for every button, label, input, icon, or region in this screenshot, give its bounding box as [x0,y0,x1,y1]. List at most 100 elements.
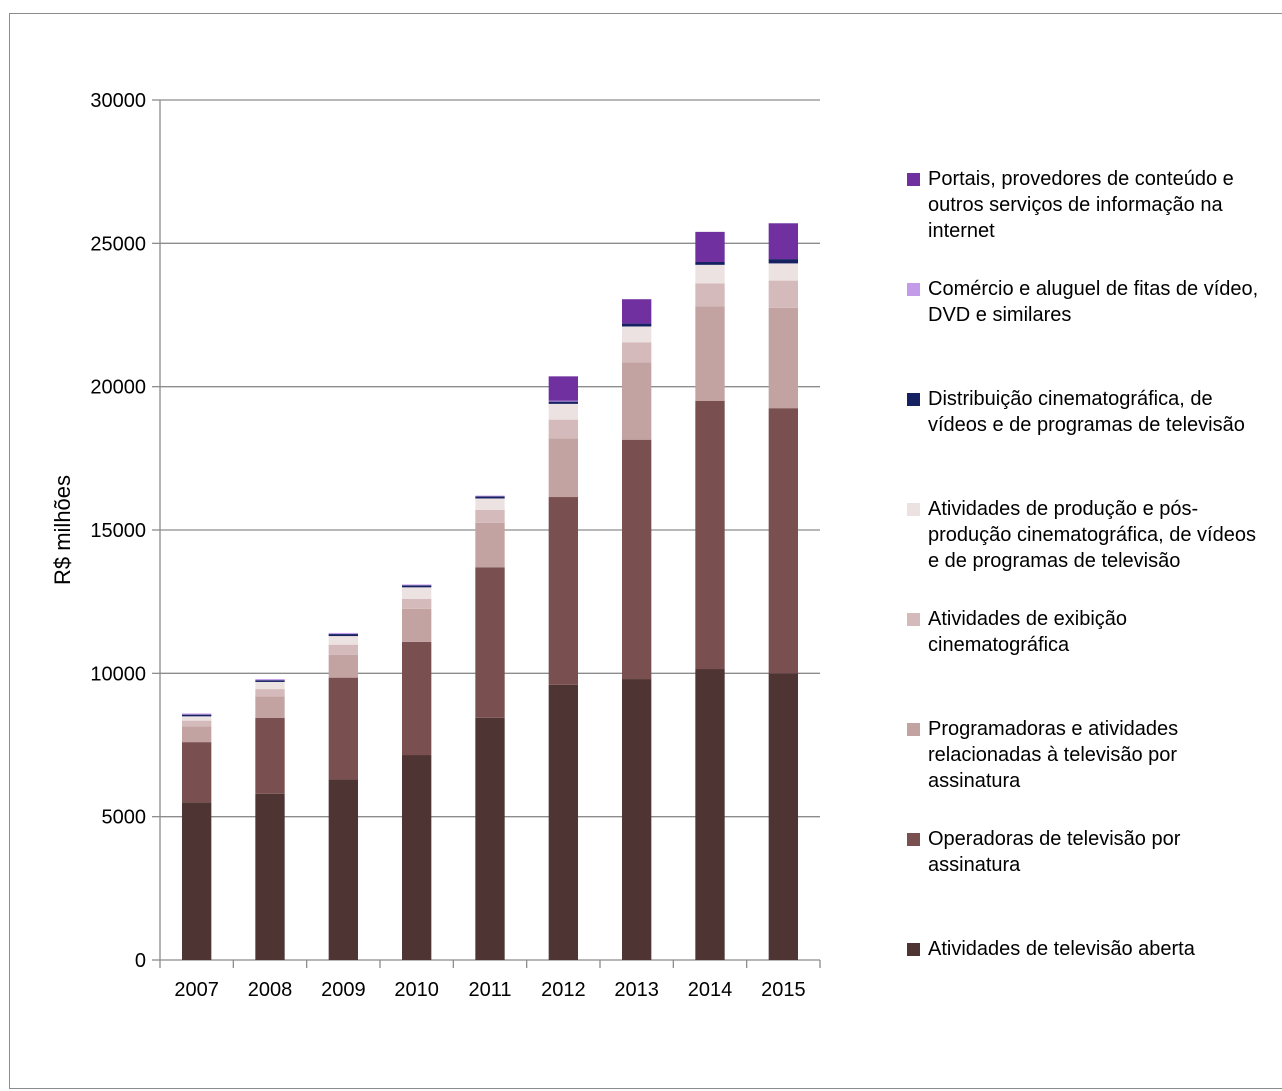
bar-segment [695,264,725,284]
legend-label: Distribuição cinematográfica, de [928,388,1213,410]
bar-segment [622,326,652,343]
bar-segment [695,283,725,307]
legend-label: Atividades de exibição [928,608,1127,630]
bar-segment [182,713,212,715]
bar-segment [548,684,578,960]
bar-segment [548,419,578,439]
bar-segment [328,636,358,645]
legend-swatch [907,503,920,516]
chart-frame [9,13,1282,1089]
bar-segment [768,259,798,264]
bar-segment [695,261,725,265]
y-axis-label: R$ milhões [50,475,75,585]
bar-segment [475,522,505,568]
legend-item: Distribuição cinematográfica, de vídeos e… [907,388,1245,436]
legend-swatch [907,833,920,846]
bar-segment [475,495,505,497]
bar-segment [182,802,212,960]
bar-segment [622,679,652,960]
legend-label: assinatura [928,770,1021,792]
legend-label: outros serviços de informação na [928,194,1223,216]
x-tick-label: 2011 [468,979,511,1001]
legend-swatch [907,393,920,406]
bar-segment [622,299,652,324]
y-tick-label: 5000 [102,807,147,829]
y-tick-label: 0 [135,950,146,972]
bar-segment [328,677,358,780]
x-tick-label: 2007 [174,979,219,1001]
legend-label: e de programas de televisão [928,550,1180,572]
bar-segment [182,720,212,727]
y-tick-label: 30000 [90,90,146,112]
x-tick-label: 2015 [761,979,806,1001]
legend-item: Atividades de produção e pós-produção ci… [907,498,1256,572]
bar-segment [255,689,285,697]
legend-item: Comércio e aluguel de fitas de vídeo, DVD… [907,278,1258,326]
bar-segment [695,231,725,262]
bar-segment [402,585,432,588]
bar-segment [768,223,798,260]
bar-segment [328,632,358,635]
bar-segment [182,716,212,721]
legend-item: Atividades de televisão aberta [907,938,1196,960]
y-tick-labels: 0 5000 10000 15000 20000 25000 30000 [90,90,146,972]
bar-segment [548,438,578,498]
x-tick-label: 2014 [688,979,733,1001]
legend-label: Atividades de televisão aberta [928,938,1196,960]
bar-segment [402,584,432,586]
bar-segment [402,598,432,609]
x-tick-label: 2008 [248,979,293,1001]
y-tick-label: 10000 [90,663,146,685]
bar-segment [548,497,578,685]
bar-segment [548,376,578,401]
x-tick-labels: 2007 2008 2009 2010 2011 2012 2013 2014 2015 [174,979,805,1001]
bar-segment [768,408,798,674]
bar-segment [255,680,285,682]
bar-segment [768,263,798,281]
bar-segment [695,306,725,401]
bar-segment [768,673,798,960]
bar-segment [255,717,285,794]
legend-swatch [907,723,920,736]
bar-segment [255,696,285,718]
legend-label: vídeos e de programas de televisão [928,414,1245,436]
legend-label: Atividades de produção e pós- [928,498,1198,520]
bar-segment [402,755,432,960]
bar-segment [768,280,798,308]
bar-segment [475,717,505,960]
y-tick-label: 25000 [90,233,146,255]
x-tick-label: 2010 [394,979,439,1001]
bar-segment [768,307,798,409]
bar-segment [255,793,285,960]
legend-label: relacionadas à televisão por [928,744,1177,766]
bar-segment [328,644,358,655]
legend-label: Programadoras e atividades [928,718,1178,740]
x-tick-label: 2012 [541,979,586,1001]
x-tick-label: 2009 [321,979,366,1001]
bar-segment [402,641,432,756]
bar-segment [622,439,652,680]
bar-segment [402,587,432,599]
x-tick-label: 2013 [614,979,659,1001]
legend-label: Operadoras de televisão por [928,828,1181,850]
bar-segment [695,669,725,960]
y-tick-label: 20000 [90,377,146,399]
legend-item: Portais, provedores de conteúdo e outros … [907,168,1234,242]
bar-segment [548,401,578,404]
bar-segment [182,742,212,803]
bars [182,223,798,960]
bar-segment [475,496,505,499]
legend-label: Comércio e aluguel de fitas de vídeo, [928,278,1258,300]
legend-label: assinatura [928,854,1021,876]
bar-segment [328,654,358,678]
legend-label: produção cinematográfica, de vídeos [928,524,1256,546]
bar-segment [182,714,212,717]
bar-segment [255,681,285,690]
bar-segment [402,608,432,642]
legend-label: DVD e similares [928,304,1071,326]
bar-segment [255,679,285,681]
bar-segment [548,400,578,402]
bar-segment [475,498,505,510]
legend: Portais, provedores de conteúdo e outros … [907,168,1258,960]
